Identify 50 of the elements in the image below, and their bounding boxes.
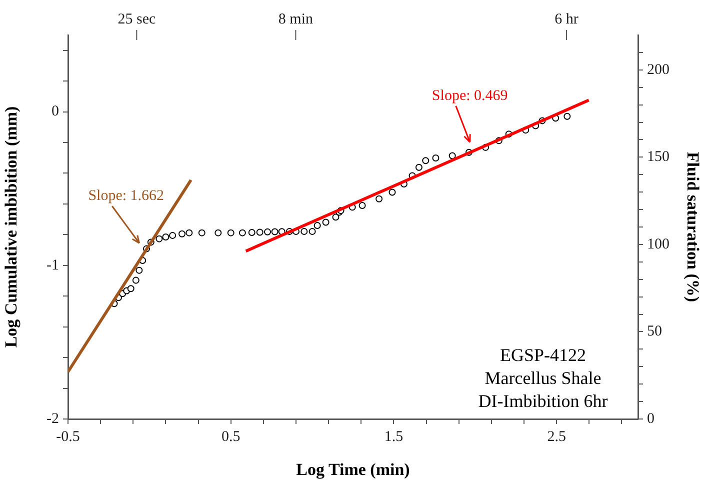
y-axis-title: Log Cumulative imbibition (mm) [2, 106, 21, 348]
y-tick-label: 0 [52, 104, 59, 120]
x-tick-label: 0.5 [221, 428, 240, 445]
y2-tick-label: 100 [647, 236, 670, 252]
y2-tick-label: 50 [647, 324, 662, 340]
point [332, 214, 340, 221]
point [564, 112, 571, 120]
y2-tick-label: 200 [647, 62, 670, 78]
point [248, 229, 256, 236]
annotation: EGSP-4122 Marcellus Shale DI-Imbibition 6hr [478, 345, 608, 411]
annotation: Slope: 0.469 [432, 88, 508, 104]
point [178, 230, 186, 238]
point [422, 157, 430, 164]
y2-tick-label: 150 [647, 149, 670, 166]
x-tick-label: 1.5 [384, 428, 404, 445]
point [132, 276, 140, 284]
point [256, 228, 264, 236]
x-axis-title: Log Time (min) [296, 460, 410, 480]
point [322, 218, 330, 226]
annotation: Slope: 1.662 [88, 188, 164, 204]
y-tick-label: -1 [46, 257, 59, 274]
point [376, 195, 383, 202]
point [127, 285, 134, 292]
y2-tick-label: 0 [647, 410, 654, 427]
point [214, 229, 222, 236]
point [198, 229, 206, 236]
point [162, 233, 170, 240]
point [186, 229, 193, 236]
point [169, 232, 176, 239]
point [358, 202, 366, 209]
point [308, 228, 316, 235]
point [314, 222, 321, 229]
point [271, 228, 278, 236]
text: 8 min [278, 11, 314, 28]
text: 25 sec [118, 11, 156, 28]
point [432, 154, 440, 162]
point [136, 266, 143, 274]
point [448, 152, 456, 160]
x-tick-label: -0.5 [56, 428, 80, 445]
point [264, 228, 271, 236]
point [415, 164, 422, 171]
y-tick-label: -2 [46, 410, 59, 427]
x-tick-label: 2.5 [547, 428, 566, 445]
point [156, 235, 163, 242]
y2-axis-title: Fluid saturation (%) [683, 152, 702, 302]
text: 6 hr [554, 11, 578, 28]
point [388, 188, 396, 196]
point [300, 228, 308, 235]
point [238, 229, 246, 236]
point [227, 229, 234, 236]
